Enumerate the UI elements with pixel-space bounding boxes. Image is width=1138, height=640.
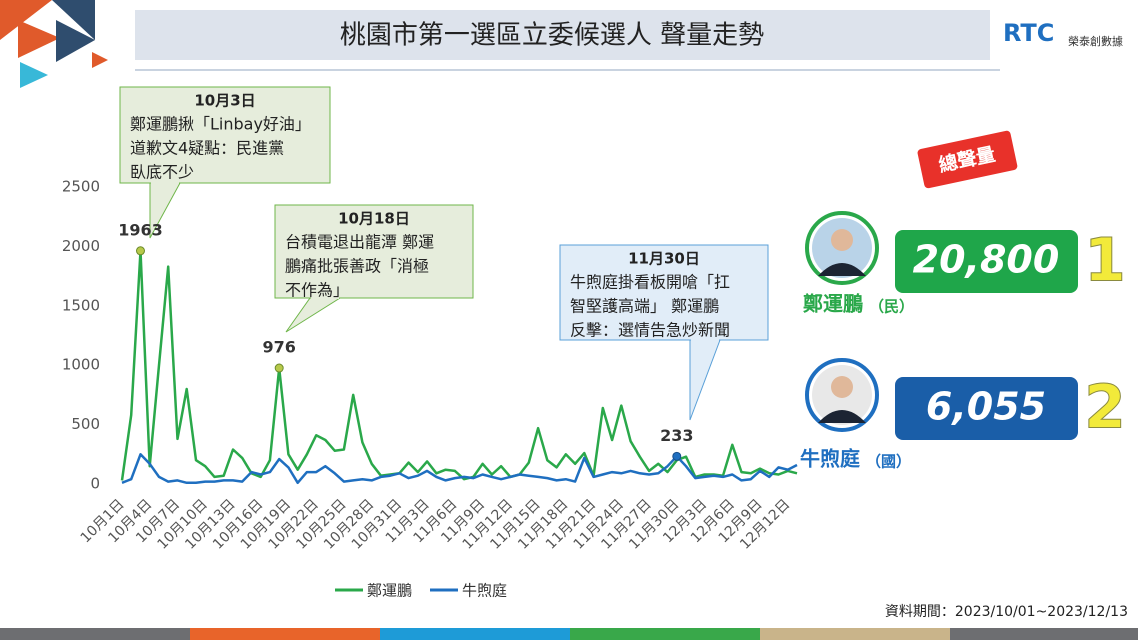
data-label: 1963 bbox=[118, 220, 163, 239]
y-tick-label: 0 bbox=[90, 475, 100, 493]
candidate-party: （國） bbox=[866, 453, 911, 471]
legend-label: 牛煦庭 bbox=[462, 582, 507, 600]
callout-line: 牛煦庭掛看板開嗆「扛 bbox=[570, 273, 730, 292]
callout-line: 鵬痛批張善政「消極 bbox=[285, 257, 429, 276]
series-line bbox=[120, 249, 798, 481]
point-marker bbox=[135, 246, 145, 256]
total-value: 20,800 bbox=[913, 238, 1060, 282]
footer-bar bbox=[0, 628, 190, 640]
y-tick-label: 1500 bbox=[62, 296, 100, 314]
footer-bar bbox=[190, 628, 380, 640]
badge: 總聲量 bbox=[917, 130, 1018, 189]
rank: 2 bbox=[1084, 373, 1126, 443]
footer: 資料期間：2023/10/01~2023/12/13 bbox=[885, 604, 1128, 620]
series-line bbox=[121, 453, 798, 485]
rank: 1 bbox=[1084, 226, 1126, 296]
data-label: 976 bbox=[262, 338, 295, 357]
badge-box bbox=[917, 130, 1018, 189]
avatar-body bbox=[818, 410, 866, 423]
callout-line: 道歉文4疑點：民進黨 bbox=[130, 139, 284, 158]
footer-bar bbox=[950, 628, 1138, 640]
decor bbox=[52, 0, 95, 40]
callout-box bbox=[274, 204, 474, 299]
avatar-body bbox=[818, 263, 866, 276]
title: 桃園市第一選區立委候選人 聲量走勢 bbox=[340, 21, 764, 51]
footer-bar bbox=[570, 628, 760, 640]
header-band bbox=[135, 10, 990, 60]
callout-pointer bbox=[285, 297, 342, 333]
candidate-party: （民） bbox=[869, 298, 914, 316]
callout-pointer bbox=[689, 339, 721, 421]
legend-label: 鄭運鵬 bbox=[367, 582, 412, 600]
data-label: 233 bbox=[660, 426, 693, 445]
y-tick-label: 500 bbox=[71, 415, 100, 433]
callout-box bbox=[559, 244, 769, 341]
total-box bbox=[895, 230, 1078, 293]
footer-bar bbox=[380, 628, 570, 640]
callout-box bbox=[119, 86, 331, 184]
decor bbox=[20, 62, 48, 88]
y-tick-label: 2500 bbox=[62, 178, 100, 196]
total-value: 6,055 bbox=[926, 385, 1046, 429]
callout-line: 臥底不少 bbox=[130, 163, 194, 182]
brand: 榮泰創數據 bbox=[1068, 34, 1123, 48]
y-tick-label: 1000 bbox=[62, 356, 100, 374]
decor bbox=[56, 20, 95, 62]
point-marker bbox=[672, 451, 682, 461]
avatar-head bbox=[831, 229, 853, 251]
avatar-head bbox=[831, 376, 853, 398]
logo: RTC bbox=[1003, 19, 1054, 47]
total-box bbox=[895, 377, 1078, 440]
callout-line: 台積電退出龍潭 鄭運 bbox=[285, 233, 434, 252]
callout-line: 鄭運鵬揪「Linbay好油」 bbox=[130, 115, 311, 134]
callout-line: 智堅護高端」 鄭運鵬 bbox=[570, 297, 719, 316]
decor bbox=[0, 0, 52, 40]
point-marker bbox=[274, 363, 284, 373]
callout-date: 10月18日 bbox=[338, 210, 410, 228]
candidate-name: 鄭運鵬 bbox=[803, 292, 863, 316]
callout-line: 不作為」 bbox=[285, 281, 349, 300]
decor bbox=[18, 20, 60, 58]
candidate-name: 牛煦庭 bbox=[800, 447, 860, 471]
callout-line: 反擊：選情告急炒新聞 bbox=[570, 321, 730, 340]
callout-date: 10月3日 bbox=[194, 92, 255, 110]
decor bbox=[92, 52, 108, 68]
callout-date: 11月30日 bbox=[628, 250, 700, 268]
y-tick-label: 2000 bbox=[62, 237, 100, 255]
footer-bar bbox=[760, 628, 950, 640]
